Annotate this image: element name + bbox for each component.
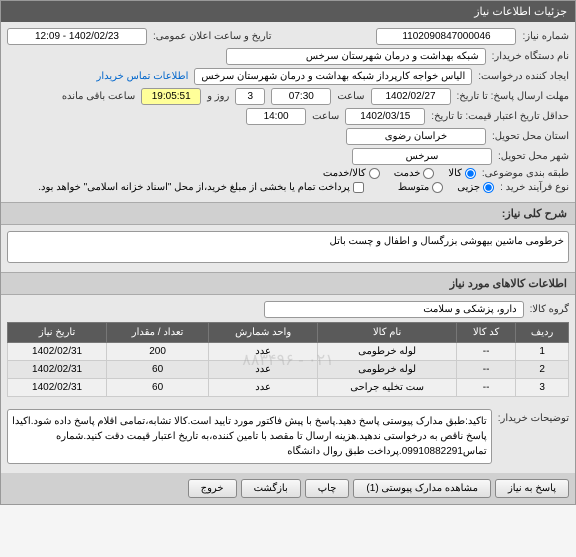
table-cell: عدد — [209, 343, 318, 361]
table-cell: 1402/02/31 — [8, 379, 107, 397]
days-label: روز و — [207, 91, 229, 102]
table-header: واحد شمارش — [209, 323, 318, 343]
time-label-1: ساعت — [337, 91, 364, 102]
table-cell: 60 — [107, 379, 209, 397]
table-row[interactable]: 3--ست تخلیه جراحیعدد601402/02/31 — [8, 379, 569, 397]
items-table: ردیفکد کالانام کالاواحد شمارشتعداد / مقد… — [7, 322, 569, 397]
buyer-label: نام دستگاه خریدار: — [492, 51, 569, 62]
creator-label: ایجاد کننده درخواست: — [478, 71, 569, 82]
payment-checkbox[interactable]: پرداخت تمام یا بخشی از مبلغ خرید،از محل … — [38, 182, 364, 193]
table-row[interactable]: 1--لوله خرطومیعدد2001402/02/31 — [8, 343, 569, 361]
validity-label: حداقل تاریخ اعتبار قیمت: تا تاریخ: — [431, 111, 569, 122]
table-cell: عدد — [209, 379, 318, 397]
title-bar: جزئیات اطلاعات نیاز — [1, 1, 575, 22]
deadline-label: مهلت ارسال پاسخ: تا تاریخ: — [457, 91, 569, 102]
table-cell: عدد — [209, 361, 318, 379]
category-label: طبقه بندی موضوعی: — [482, 168, 569, 179]
remaining-label: ساعت باقی مانده — [62, 91, 135, 102]
table-cell: 200 — [107, 343, 209, 361]
footer-buttons: پاسخ به نیاز مشاهده مدارک پیوستی (1) چاپ… — [1, 473, 575, 504]
buyer-notes-text: تاکید:طبق مدارک پیوستی پاسخ دهید.پاسخ با… — [7, 409, 492, 464]
summary-title: شرح کلی نیاز: — [1, 202, 575, 225]
table-cell: -- — [457, 379, 516, 397]
buyer-value: شبکه بهداشت و درمان شهرستان سرخس — [226, 48, 486, 65]
cat-both-label: کالا/خدمت — [323, 168, 366, 179]
table-row[interactable]: 2--لوله خرطومیعدد601402/02/31 — [8, 361, 569, 379]
proc-medium-input[interactable] — [432, 182, 443, 193]
need-number-value: 1102090847000046 — [376, 28, 516, 45]
city-label: شهر محل تحویل: — [498, 151, 569, 162]
main-panel: جزئیات اطلاعات نیاز شماره نیاز: 11020908… — [0, 0, 576, 505]
validity-time: 14:00 — [246, 108, 306, 125]
validity-date: 1402/03/15 — [345, 108, 425, 125]
table-cell: 2 — [516, 361, 569, 379]
back-button[interactable]: بازگشت — [241, 479, 301, 498]
summary-text — [7, 231, 569, 263]
cat-goods-input[interactable] — [465, 168, 476, 179]
group-label: گروه کالا: — [530, 304, 569, 315]
days-value: 3 — [235, 88, 265, 105]
cat-service-input[interactable] — [423, 168, 434, 179]
group-value: دارو، پزشکی و سلامت — [264, 301, 524, 318]
respond-button[interactable]: پاسخ به نیاز — [495, 479, 569, 498]
table-header: تاریخ نیاز — [8, 323, 107, 343]
process-label: نوع فرآیند خرید : — [500, 182, 569, 193]
city-value: سرخس — [352, 148, 492, 165]
table-cell: -- — [457, 343, 516, 361]
announce-label: تاریخ و ساعت اعلان عمومی: — [153, 31, 272, 42]
cat-service-radio[interactable]: خدمت — [394, 168, 435, 179]
table-cell: 3 — [516, 379, 569, 397]
panel-title: جزئیات اطلاعات نیاز — [474, 5, 567, 18]
table-cell: 1402/02/31 — [8, 361, 107, 379]
proc-minor-input[interactable] — [483, 182, 494, 193]
contact-link[interactable]: اطلاعات تماس خریدار — [97, 71, 189, 82]
table-cell: لوله خرطومی — [318, 361, 457, 379]
province-value: خراسان رضوی — [346, 128, 486, 145]
print-button[interactable]: چاپ — [305, 479, 350, 498]
cat-goods-radio[interactable]: کالا — [448, 168, 476, 179]
items-section-title: اطلاعات کالاهای مورد نیاز — [1, 272, 575, 295]
table-header: نام کالا — [318, 323, 457, 343]
deadline-time: 07:30 — [271, 88, 331, 105]
announce-value: 1402/02/23 - 12:09 — [7, 28, 147, 45]
table-header: کد کالا — [457, 323, 516, 343]
proc-medium-label: متوسط — [398, 182, 429, 193]
payment-note: پرداخت تمام یا بخشی از مبلغ خرید،از محل … — [38, 182, 350, 193]
table-header: ردیف — [516, 323, 569, 343]
table-cell: 60 — [107, 361, 209, 379]
table-cell: 1402/02/31 — [8, 343, 107, 361]
cat-both-radio[interactable]: کالا/خدمت — [323, 168, 380, 179]
table-wrapper: ردیفکد کالانام کالاواحد شمارشتعداد / مقد… — [7, 322, 569, 397]
attachments-button[interactable]: مشاهده مدارک پیوستی (1) — [353, 479, 491, 498]
close-button[interactable]: خروج — [188, 479, 237, 498]
table-cell: لوله خرطومی — [318, 343, 457, 361]
time-label-2: ساعت — [312, 111, 339, 122]
payment-check-input[interactable] — [353, 182, 364, 193]
buyer-notes-label: توضیحات خریدار: — [498, 409, 569, 424]
table-cell: 1 — [516, 343, 569, 361]
remaining-time: 19:05:51 — [141, 88, 201, 105]
form-area: شماره نیاز: 1102090847000046 تاریخ و ساع… — [1, 22, 575, 202]
need-number-label: شماره نیاز: — [522, 31, 569, 42]
proc-minor-radio[interactable]: جزیی — [457, 182, 494, 193]
proc-medium-radio[interactable]: متوسط — [398, 182, 443, 193]
table-cell: ست تخلیه جراحی — [318, 379, 457, 397]
province-label: استان محل تحویل: — [492, 131, 569, 142]
creator-value: الیاس خواجه کارپرداز شبکه بهداشت و درمان… — [194, 68, 472, 85]
cat-both-input[interactable] — [369, 168, 380, 179]
proc-minor-label: جزیی — [457, 182, 480, 193]
table-header: تعداد / مقدار — [107, 323, 209, 343]
table-cell: -- — [457, 361, 516, 379]
cat-goods-label: کالا — [448, 168, 462, 179]
cat-service-label: خدمت — [394, 168, 421, 179]
deadline-date: 1402/02/27 — [371, 88, 451, 105]
